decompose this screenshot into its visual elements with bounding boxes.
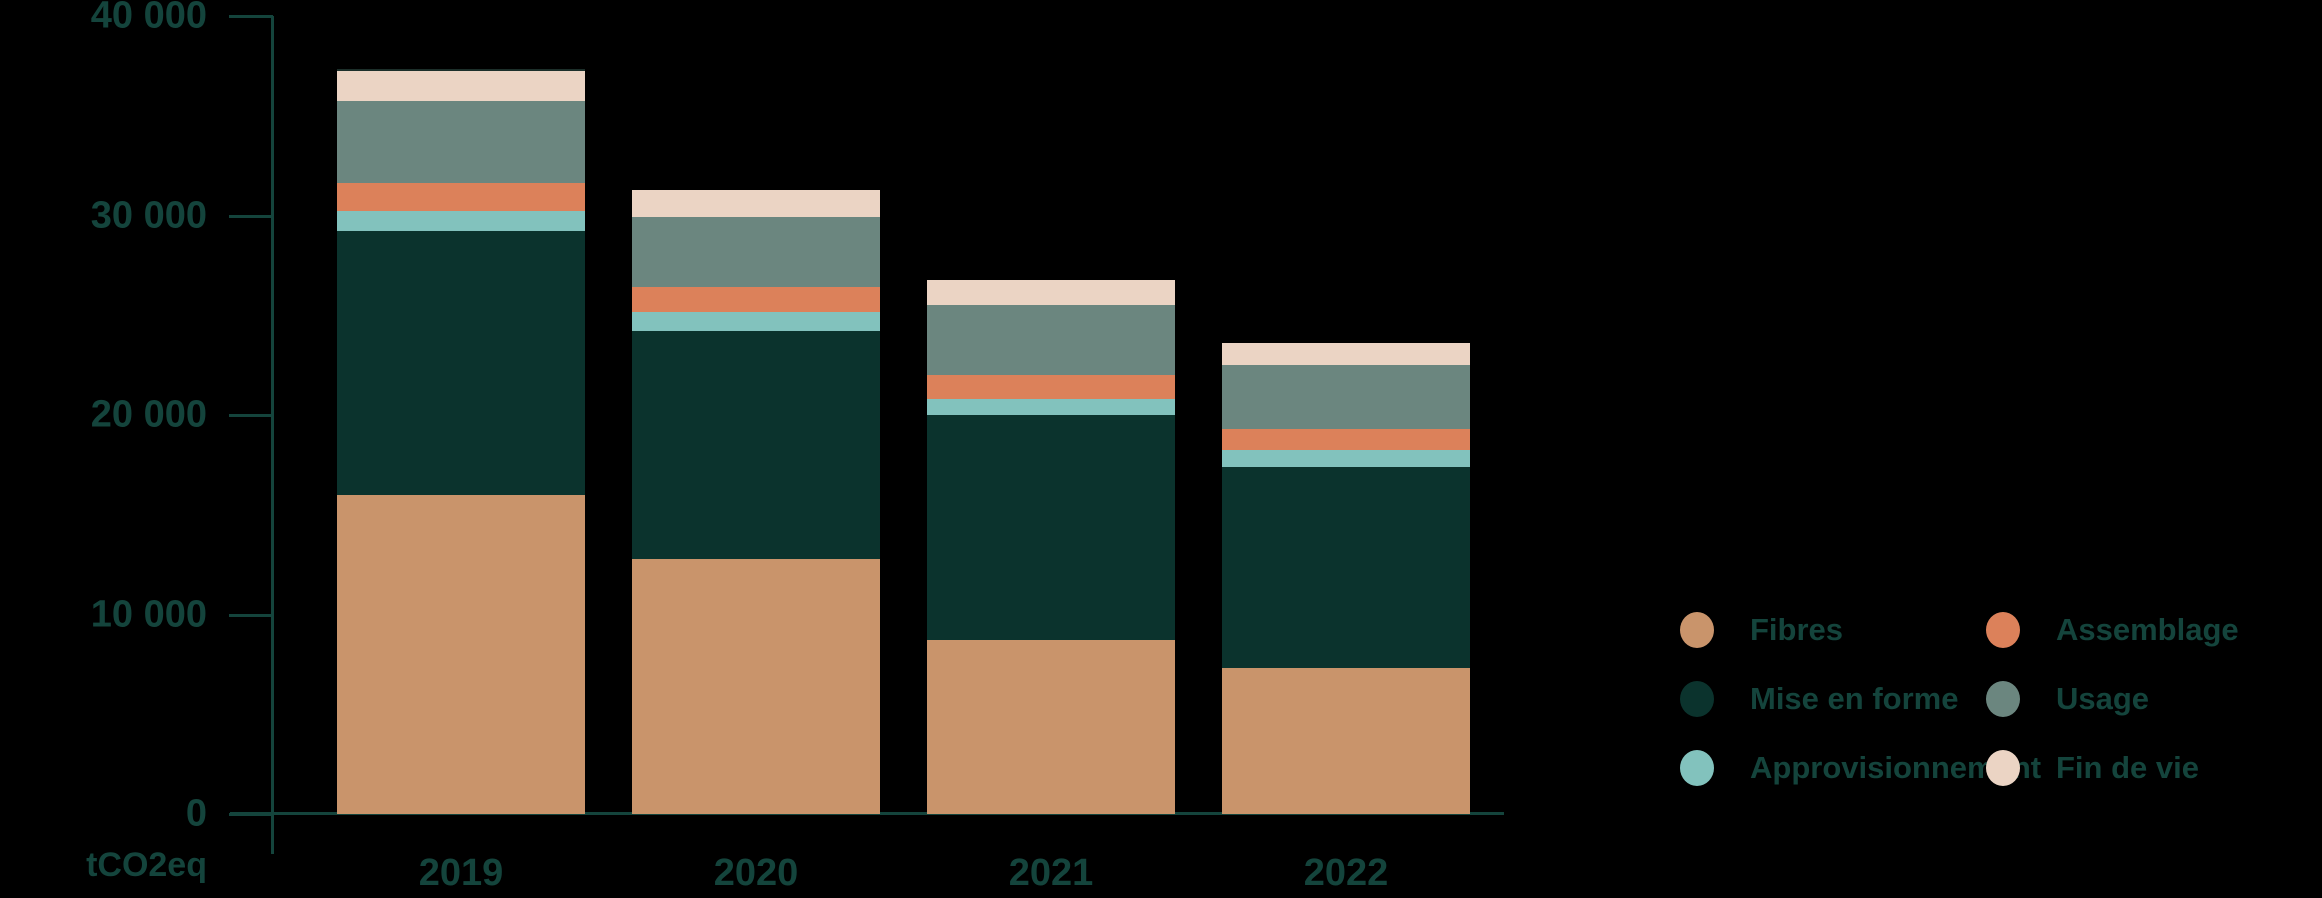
legend-swatch-icon [1680,750,1714,786]
bar-segment-mise_en_forme [927,415,1175,641]
bar-segment-mise_en_forme [337,231,585,495]
legend-swatch-icon [1986,681,2020,717]
bar-segment-mise_en_forme [1222,466,1470,669]
y-axis-unit-label: tCO2eq [86,846,207,884]
bar-segment-fibres [927,640,1175,814]
y-tick-mark [229,414,273,417]
y-tick-label: 20 000 [90,393,207,436]
legend-swatch-icon [1680,681,1714,717]
y-tick-label: 40 000 [90,0,207,37]
bar-2019 [337,68,585,814]
x-category-label-2019: 2019 [418,852,504,894]
bar-segment-fibres [337,494,585,814]
bar-segment-usage [632,216,880,288]
bar-segment-approvisionnement [632,312,880,332]
bar-segment-mise_en_forme [632,331,880,559]
bar-segment-fin_de_vie [927,280,1175,306]
legend-column: Assemblage Usage Fin de vie [1986,612,2239,786]
bar-segment-assemblage [1222,429,1470,450]
legend-label: Mise en forme [1750,681,1959,716]
bar-segment-approvisionnement [927,399,1175,416]
y-tick-label: 0 [185,792,207,835]
legend-item: Usage [1986,681,2239,717]
y-tick-mark [229,15,273,18]
bar-segment-assemblage [927,375,1175,400]
legend-label: Usage [2056,681,2150,716]
legend-swatch-icon [1986,612,2020,648]
bar-segment-approvisionnement [1222,449,1470,467]
bar-2022 [1222,343,1470,814]
y-tick-mark [229,214,273,218]
y-tick-mark [229,613,273,617]
legend-label: Assemblage [2056,612,2239,647]
bar-segment-usage [927,305,1175,376]
legend-item: Mise en forme [1680,681,2041,717]
bar-2021 [927,280,1175,814]
x-category-label-2021: 2021 [1008,852,1094,894]
y-tick-mark [229,813,273,816]
bar-segment-assemblage [632,287,880,313]
bar-segment-fin_de_vie [337,68,585,101]
x-category-label-2022: 2022 [1303,852,1389,894]
bar-segment-fin_de_vie [1222,343,1470,366]
legend-item: Fibres [1680,612,2041,648]
x-category-label-2020: 2020 [713,852,799,894]
bar-segment-fibres [632,558,880,814]
y-tick-label: 30 000 [90,194,207,236]
y-axis-line [271,16,274,854]
legend-item: Assemblage [1986,612,2239,648]
y-tick-label: 10 000 [90,593,207,635]
bar-segment-usage [337,100,585,183]
bar-segment-usage [1222,365,1470,429]
legend-label: Fin de vie [2056,750,2199,785]
legend-swatch-icon [1986,750,2020,786]
bar-segment-fibres [1222,668,1470,814]
bar-2020 [632,189,880,814]
legend-label: Fibres [1750,612,1844,647]
legend-swatch-icon [1680,612,1714,648]
bar-segment-assemblage [337,182,585,211]
bar-segment-approvisionnement [337,210,585,232]
legend-item: Fin de vie [1986,750,2239,786]
bar-segment-fin_de_vie [632,189,880,217]
